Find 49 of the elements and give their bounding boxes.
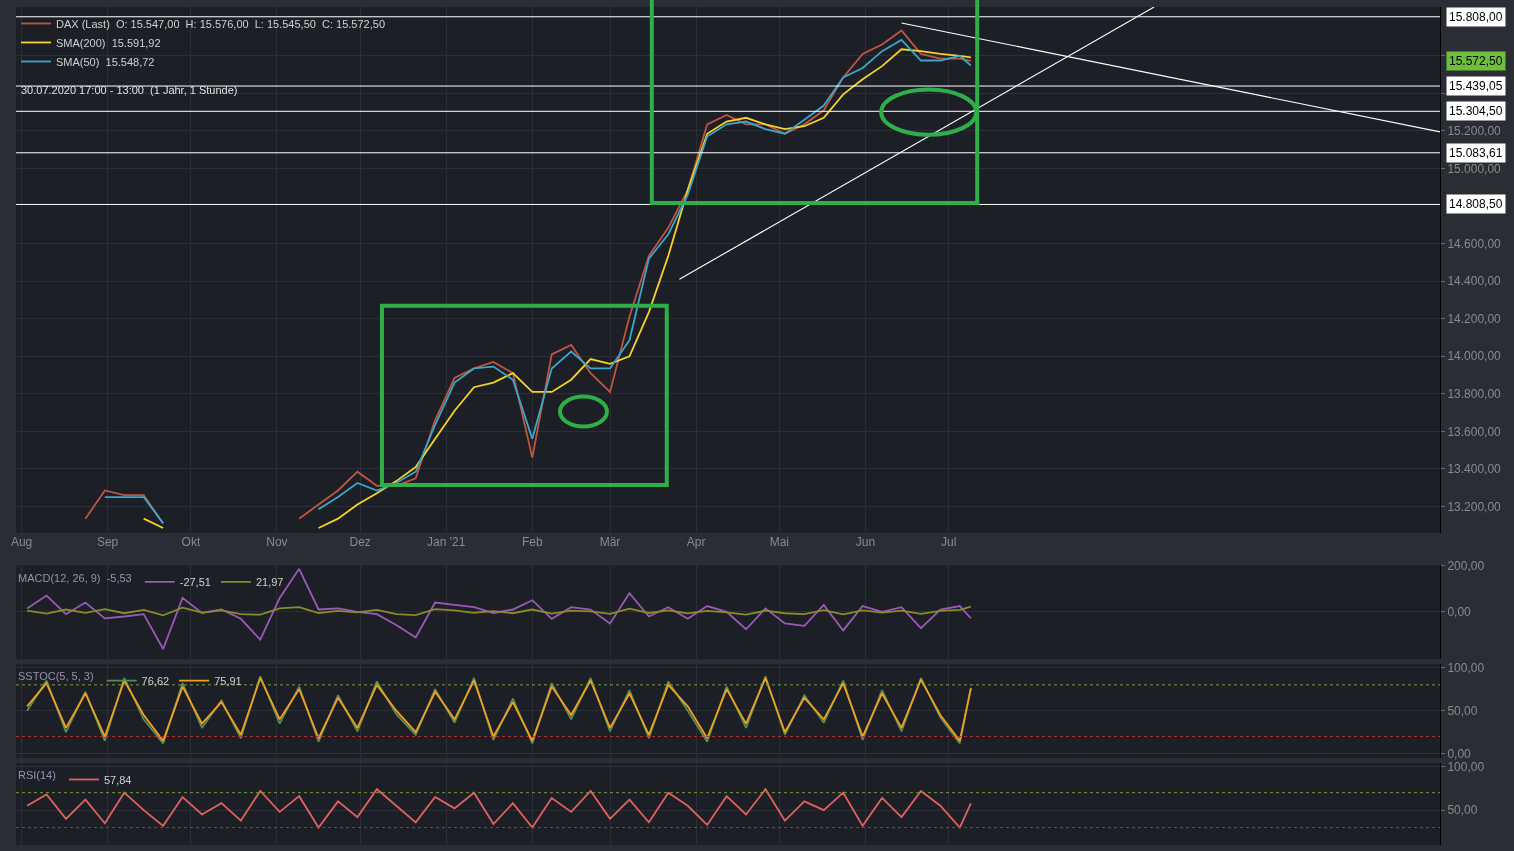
y-tick-label: 100,00 (1447, 759, 1485, 774)
legend-label: 76,62 (141, 674, 170, 687)
ref-line-label: 15.808,00 (1449, 10, 1503, 24)
legend-title: SSTOC(5, 5, 3) (18, 670, 94, 683)
x-tick-label: Apr (686, 534, 706, 549)
y-tick-label: 13.400,00 (1447, 462, 1502, 477)
legend-label: DAX (Last) O: 15.547,00 H: 15.576,00 L: 15.545,50 C: 15.572,50 (56, 17, 385, 30)
line-series (26, 605, 972, 617)
x-tick-label: Aug (10, 534, 33, 549)
y-tick-label: 100,00 (1447, 660, 1485, 675)
ref-line-label: 14.808,50 (1449, 197, 1503, 211)
legend-label: 21,97 (255, 576, 284, 589)
text: 15.572,50 (1449, 54, 1503, 68)
legend-label: 57,84 (103, 773, 132, 786)
y-tick-label: 14.600,00 (1447, 236, 1502, 251)
y-tick-label: 14.000,00 (1447, 349, 1502, 364)
legend-title: MACD(12, 26, 9) -5,53 (18, 571, 132, 584)
y-tick-label: 50,00 (1447, 703, 1478, 718)
ref-line-label: 15.304,50 (1449, 104, 1503, 118)
x-tick-label: Sep (96, 534, 119, 549)
y-tick-label: 0,00 (1447, 746, 1472, 761)
ref-line-label: 15.083,61 (1449, 146, 1503, 160)
y-tick-label: 200,00 (1447, 558, 1485, 573)
y-tick-label: 15.000,00 (1447, 161, 1502, 176)
y-tick-label: 14.400,00 (1447, 274, 1502, 289)
legend-title: RSI(14) (18, 769, 56, 782)
y-tick-label: 13.600,00 (1447, 424, 1502, 439)
x-tick-label: Jun (855, 534, 876, 549)
y-tick-label: 13.800,00 (1447, 387, 1502, 401)
x-tick-label: Dez (349, 534, 371, 549)
x-tick-label: Feb (521, 534, 543, 549)
line-series (26, 788, 972, 829)
x-tick-label: Jan '21 (427, 534, 466, 549)
y-tick-label: 50,00 (1447, 803, 1478, 818)
text: 30.07.2020 17:00 - 13:00 (1 Jahr, 1 Stunde) (21, 84, 238, 96)
y-tick-label: 0,00 (1447, 605, 1472, 620)
y-tick-label: 13.200,00 (1447, 499, 1502, 514)
legend-label: SMA(50) 15.548,72 (56, 55, 155, 68)
x-tick-label: Mai (769, 534, 790, 549)
legend-label: SMA(200) 15.591,92 (56, 36, 161, 49)
x-tick-label: Mär (599, 534, 621, 549)
x-tick-label: Okt (181, 534, 201, 549)
legend-label: 75,91 (214, 674, 242, 687)
ref-line-label: 15.439,05 (1449, 79, 1503, 93)
legend-label: -27,51 (179, 576, 211, 589)
x-tick-label: Jul (941, 534, 957, 549)
y-tick-label: 14.200,00 (1447, 311, 1502, 326)
y-tick-label: 15.200,00 (1447, 124, 1502, 139)
x-tick-label: Nov (266, 534, 288, 549)
